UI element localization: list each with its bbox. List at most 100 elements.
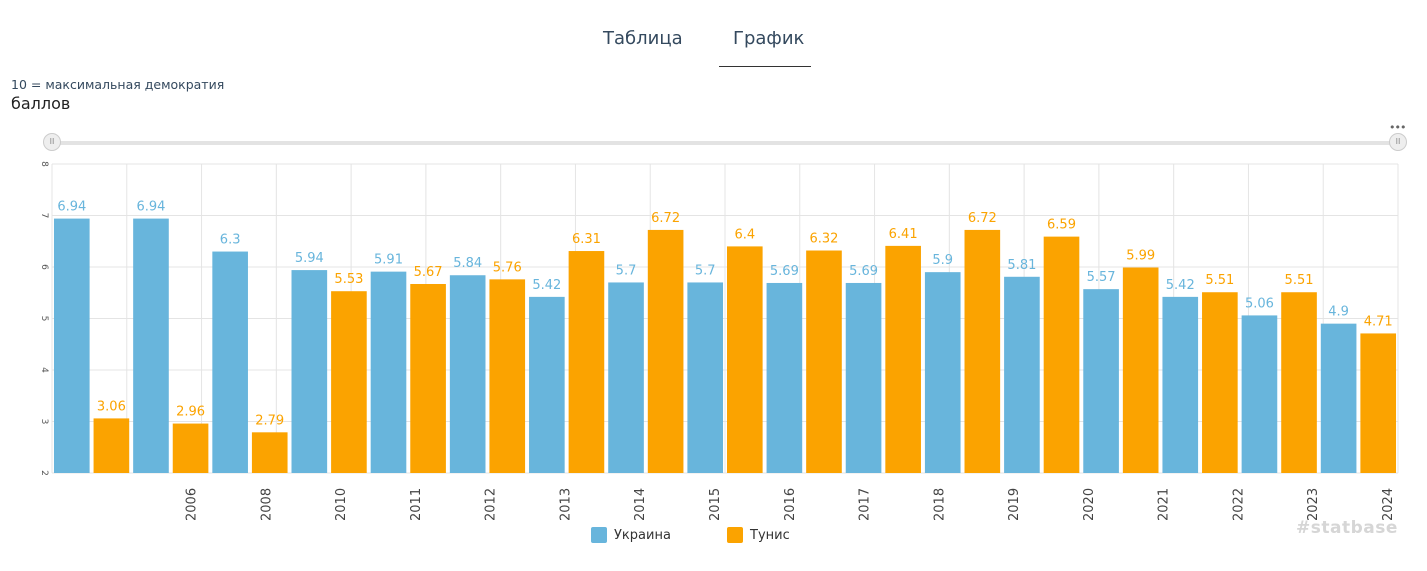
- range-slider-track[interactable]: [52, 141, 1398, 145]
- data-label: 5.69: [849, 264, 878, 279]
- y-tick-label: 4: [39, 367, 49, 373]
- bar-tunisia: [1122, 267, 1159, 473]
- bar-ukraine: [1162, 296, 1199, 473]
- bar-ukraine: [1241, 315, 1278, 473]
- x-tick-label: 2023: [1306, 488, 1321, 521]
- statbase-watermark: #statbase: [1296, 518, 1398, 538]
- data-label: 5.7: [616, 263, 637, 278]
- legend-item-tunisia[interactable]: Тунис: [727, 527, 790, 543]
- bar-tunisia: [1360, 333, 1397, 473]
- y-tick-label: 2: [39, 470, 49, 476]
- y-tick-label: 3: [39, 419, 49, 425]
- data-label: 6.4: [734, 227, 755, 242]
- bar-tunisia: [806, 250, 842, 473]
- bar-tunisia: [726, 246, 763, 473]
- x-tick-label: 2024: [1381, 488, 1396, 521]
- x-tick-label: 2013: [558, 488, 573, 521]
- y-tick-label: 7: [39, 213, 49, 219]
- bar-tunisia: [93, 418, 130, 473]
- x-tick-label: 2010: [334, 488, 349, 521]
- y-tick-label: 6: [39, 264, 49, 270]
- y-tick-label: 8: [39, 161, 49, 167]
- bar-ukraine: [449, 275, 486, 473]
- data-label: 6.31: [572, 232, 601, 247]
- data-label: 5.06: [1245, 296, 1274, 311]
- x-tick-label: 2014: [633, 488, 648, 521]
- x-tick-label: 2012: [484, 488, 499, 521]
- bar-ukraine: [608, 282, 644, 473]
- data-label: 5.51: [1285, 273, 1314, 288]
- data-label: 5.94: [295, 251, 324, 266]
- data-label: 2.79: [255, 413, 284, 428]
- data-label: 6.72: [651, 211, 680, 226]
- bar-tunisia: [1043, 236, 1080, 473]
- bar-ukraine: [212, 251, 248, 473]
- legend-label-ukraine: Украина: [614, 527, 671, 543]
- data-label: 4.71: [1364, 314, 1393, 329]
- bar-tunisia: [1281, 292, 1317, 473]
- data-label: 5.51: [1205, 273, 1234, 288]
- data-label: 5.53: [334, 272, 363, 287]
- legend-swatch-tunisia: [727, 527, 743, 543]
- data-label: 5.57: [1087, 270, 1116, 285]
- unit-label: баллов: [11, 94, 71, 113]
- bar-ukraine: [1083, 289, 1119, 473]
- bar-chart: 2 3 4 5 6 7 8 6.94 3.06 6.94 2.96 6.3 2.79 5.94 5.53 5.…: [39, 161, 1399, 521]
- bar-ukraine: [291, 270, 328, 473]
- data-label: 6.72: [968, 211, 997, 226]
- x-tick-label: 2019: [1007, 488, 1022, 521]
- data-label: 2.96: [176, 405, 205, 420]
- x-tick-label: 2006: [185, 488, 200, 521]
- legend-item-ukraine[interactable]: Украина: [591, 527, 671, 543]
- x-tick-label: 2016: [783, 488, 798, 521]
- x-tick-label: 2022: [1231, 488, 1246, 521]
- bar-tunisia: [1202, 292, 1238, 473]
- tab-bar: Таблица График: [0, 28, 1427, 70]
- data-label: 5.42: [1166, 278, 1195, 293]
- bar-tunisia: [885, 245, 921, 473]
- chart-subtitle: 10 = максимальная демократия: [11, 77, 225, 92]
- data-label: 5.76: [493, 260, 522, 275]
- x-tick-label: 2018: [932, 488, 947, 521]
- bar-ukraine: [529, 296, 565, 473]
- data-label: 5.81: [1007, 258, 1036, 273]
- data-label: 5.7: [695, 263, 716, 278]
- more-options-icon[interactable]: •••: [1389, 121, 1406, 134]
- bar-ukraine: [687, 282, 724, 473]
- x-tick-label: 2021: [1157, 488, 1172, 521]
- bar-ukraine: [53, 218, 90, 473]
- data-label: 5.91: [374, 253, 403, 268]
- active-tab-underline: [719, 66, 811, 67]
- bar-ukraine: [924, 272, 961, 473]
- bar-tunisia: [568, 251, 605, 473]
- data-label: 4.9: [1328, 305, 1349, 320]
- data-label: 5.69: [770, 264, 799, 279]
- data-label: 3.06: [97, 399, 126, 414]
- range-slider-left-handle[interactable]: II: [43, 133, 61, 151]
- x-tick-label: 2017: [858, 488, 873, 521]
- data-label: 6.59: [1047, 218, 1076, 233]
- data-label: 6.94: [136, 200, 165, 215]
- data-label: 5.99: [1126, 249, 1155, 264]
- bar-ukraine: [845, 282, 882, 473]
- bar-tunisia: [489, 279, 526, 473]
- bar-tunisia: [331, 291, 367, 473]
- bar-ukraine: [370, 271, 407, 473]
- bar-tunisia: [647, 229, 684, 473]
- x-tick-label: 2015: [708, 488, 723, 521]
- bar-ukraine: [766, 282, 803, 473]
- x-tick-label: 2008: [259, 488, 274, 521]
- legend-swatch-ukraine: [591, 527, 607, 543]
- tab-table[interactable]: Таблица: [603, 28, 683, 49]
- bar-ukraine: [1004, 276, 1040, 473]
- bar-tunisia: [410, 283, 446, 473]
- bar-ukraine: [133, 218, 169, 473]
- bar-tunisia: [251, 432, 288, 473]
- tab-chart[interactable]: График: [733, 28, 805, 49]
- range-slider-right-handle[interactable]: II: [1389, 133, 1407, 151]
- bar-ukraine: [1320, 323, 1357, 473]
- data-label: 6.94: [57, 200, 86, 215]
- bar-tunisia: [964, 229, 1001, 473]
- data-label: 6.3: [220, 233, 241, 248]
- data-label: 5.9: [932, 253, 953, 268]
